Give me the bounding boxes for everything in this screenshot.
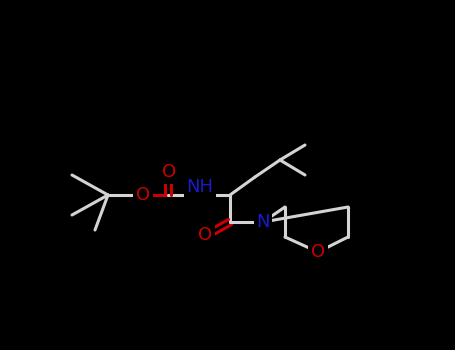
Text: O: O — [311, 243, 325, 261]
Text: O: O — [136, 186, 150, 204]
Text: O: O — [162, 163, 176, 181]
Text: NH: NH — [187, 178, 213, 196]
Text: O: O — [198, 226, 212, 244]
Text: N: N — [256, 213, 270, 231]
